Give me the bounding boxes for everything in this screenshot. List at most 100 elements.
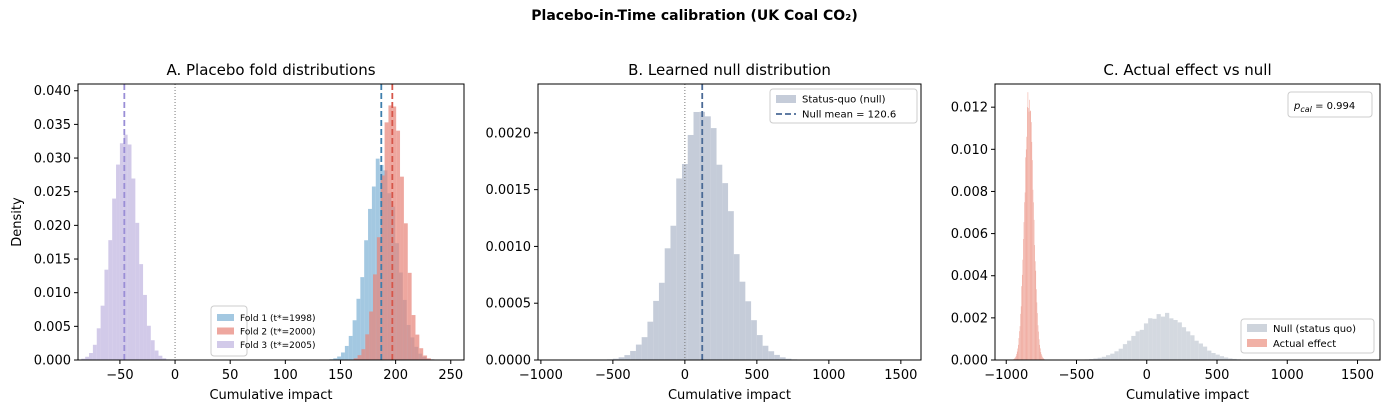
- x-axis-label: Cumulative impact: [209, 388, 332, 403]
- histogram-bar: [388, 105, 393, 360]
- histogram-bar: [371, 186, 376, 360]
- histogram-bar: [1024, 202, 1025, 360]
- histogram-bar: [1025, 157, 1026, 360]
- histogram-bar: [135, 222, 140, 360]
- histogram-bar: [1118, 348, 1123, 360]
- histogram-bar: [364, 240, 369, 360]
- y-tick-label: 0.035: [34, 118, 71, 133]
- legend-label: Actual effect: [1273, 339, 1336, 350]
- y-tick-label: 0.0015: [486, 183, 532, 198]
- histogram-bar: [1032, 189, 1034, 360]
- histogram-bar: [81, 358, 86, 360]
- histogram-bar: [1041, 355, 1043, 360]
- x-tick-label: −1000: [984, 368, 1028, 383]
- histogram-bar: [1177, 322, 1182, 360]
- x-axis-label: Cumulative impact: [668, 388, 791, 403]
- histogram-bar: [143, 294, 147, 360]
- histogram-bar: [699, 111, 706, 360]
- legend-box: [1240, 318, 1375, 354]
- histogram-bar: [357, 355, 362, 360]
- histogram-bar: [1024, 192, 1026, 360]
- histogram-bar: [1039, 348, 1041, 360]
- x-tick-label: −1000: [519, 368, 563, 383]
- histogram-bar: [705, 116, 711, 360]
- y-tick-label: 0.015: [34, 253, 71, 268]
- histogram-bar: [1021, 274, 1023, 360]
- panel-a-fold-distributions: −50 0 50 100 150 200 250 0.000 0.005 0.010 0.015 0.…: [10, 61, 465, 403]
- x-tick-label: 0: [1143, 368, 1151, 383]
- histogram-bar: [352, 320, 357, 360]
- histogram-bar: [154, 350, 159, 360]
- histogram-bar: [1018, 344, 1019, 360]
- histogram-bar: [1156, 314, 1161, 360]
- histogram-bar: [1042, 357, 1043, 360]
- histogram-bar: [119, 143, 124, 360]
- histogram-bar: [1143, 323, 1149, 360]
- histogram-bar: [89, 353, 93, 360]
- histogram-bar: [1160, 316, 1166, 360]
- histogram-bar: [733, 254, 740, 360]
- histogram-bar: [1041, 354, 1042, 360]
- x-tick-label: −50: [106, 368, 133, 383]
- histogram-bar: [411, 315, 416, 360]
- histogram-bar: [1023, 238, 1024, 360]
- histogram-bar: [384, 122, 389, 360]
- histogram-bar: [658, 282, 665, 360]
- x-tick-label: 1000: [1271, 368, 1304, 383]
- histogram-bar: [365, 334, 370, 360]
- axes-frame: [77, 83, 465, 361]
- histogram-bar: [1186, 331, 1191, 360]
- histogram-bar: [356, 298, 361, 360]
- legend-label: Null mean = 120.6: [802, 110, 896, 121]
- histogram-bar: [1014, 358, 1015, 360]
- histogram-bar: [1224, 357, 1229, 360]
- histogram-bar: [1122, 344, 1128, 360]
- histogram-bar: [341, 352, 345, 360]
- histogram-bar: [423, 355, 428, 360]
- histogram-bar: [1114, 351, 1119, 360]
- histogram-bar: [710, 128, 717, 360]
- histogram-bar: [123, 134, 128, 360]
- histogram-bar: [96, 328, 101, 360]
- histogram-bar: [1028, 107, 1029, 361]
- y-tick-label: 0.010: [34, 286, 71, 301]
- histogram-bar: [1016, 351, 1018, 360]
- histogram-bar: [1022, 259, 1024, 360]
- histogram-bar: [1190, 335, 1195, 360]
- histogram-bar: [373, 274, 377, 360]
- histogram-bar: [1027, 92, 1029, 360]
- histogram-bar: [641, 337, 648, 360]
- histogram-bar: [722, 183, 729, 360]
- x-tick-label: 500: [744, 368, 769, 383]
- histogram-bar: [1017, 348, 1019, 360]
- histogram-bar: [1030, 111, 1032, 360]
- histogram-bar: [1207, 350, 1212, 360]
- histogram-bar: [1219, 356, 1225, 360]
- histogram-bar: [1228, 358, 1233, 360]
- histogram-bar: [158, 355, 163, 360]
- x-tick-label: 200: [383, 368, 408, 383]
- histogram-bar: [1032, 160, 1033, 360]
- histogram-bar: [1027, 107, 1028, 360]
- histogram-bar: [745, 301, 752, 360]
- histogram-bar: [403, 223, 408, 360]
- x-tick-label: 500: [1205, 368, 1230, 383]
- legend-label: Status-quo (null): [802, 95, 886, 106]
- histogram-bar: [1035, 270, 1037, 360]
- histogram-bar: [92, 344, 97, 360]
- histogram-bar: [728, 211, 734, 360]
- legend-label: Fold 1 (t*=1998): [240, 314, 316, 324]
- histogram-bar: [1127, 340, 1132, 360]
- y-tick-label: 0.040: [34, 84, 71, 99]
- histogram-bar: [1036, 289, 1037, 360]
- axes-frame: [994, 83, 1381, 361]
- histogram-bar: [139, 264, 144, 360]
- histogram-bar: [693, 111, 700, 361]
- histogram-bar: [1015, 357, 1016, 360]
- histogram-bar: [1165, 312, 1170, 360]
- histogram-bar: [1040, 352, 1042, 360]
- annotation-box: [1287, 91, 1373, 118]
- histogram-bar: [1030, 122, 1032, 360]
- histogram-bar: [348, 335, 353, 360]
